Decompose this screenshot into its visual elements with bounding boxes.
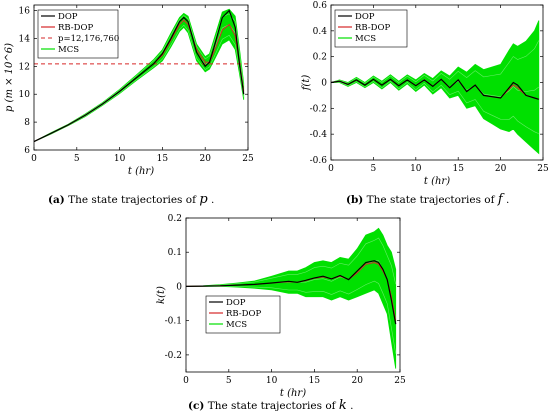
chart-a-xlabel: t (hr) [128,166,154,177]
chart-b-ytick-label: 0 [321,79,327,89]
chart-c-ytick-label: 0.2 [168,214,182,224]
caption-c-text: The state trajectories of [207,400,336,412]
chart-c-ytick-label: -0.2 [165,351,182,361]
caption-c-end: . [350,400,354,412]
caption-b: (b) The state trajectories of f . [346,192,509,207]
chart-c-ytick-label: 0.1 [168,248,182,258]
caption-b-text: The state trajectories of [366,194,495,206]
chart-c-ytick-label: -0.1 [165,317,182,327]
chart-a-xtick-label: 0 [31,154,37,164]
chart-b-ytick-label: -0.4 [310,130,328,140]
chart-c-legend-label: RB-DOP [226,309,261,319]
chart-c-series-dop-line [186,260,397,325]
chart-c-xlabel: t (hr) [280,388,306,399]
chart-a-xtick-label: 20 [199,154,211,164]
chart-a-legend-label: p=12,176,760 [58,34,119,44]
caption-c-symbol: k [338,398,347,413]
chart-c-legend-label: DOP [226,298,246,308]
chart-a-ytick-label: 8 [24,118,30,128]
caption-a-text: The state trajectories of [68,194,196,206]
caption-b-symbol: f [497,192,503,207]
caption-a-end: . [210,194,215,206]
chart-c-xtick-label: 5 [226,376,232,386]
chart-c-ytick-label: 0 [176,282,182,292]
caption-a-symbol: p [199,192,208,207]
chart-c-legend-label: MCS [226,320,247,330]
chart-b-ylabel: f(t) [301,75,312,92]
caption-a: (a) The state trajectories of p . [48,192,214,207]
chart-b-legend-label: MCS [355,34,376,44]
chart-a: 0 5 10 15 20 25 6 8 10 12 14 16 t (hr) p (m × 10^6) DO… [4,4,254,177]
chart-a-legend-label: RB-DOP [58,23,93,33]
chart-c-plot-area [186,227,397,369]
chart-a-series-dop-line [34,9,245,143]
chart-c-axes-box [185,217,401,373]
chart-a-ytick-label: 12 [19,62,30,72]
chart-b-xtick-label: 15 [452,164,464,174]
chart-b-ytick-label: 0.4 [313,27,328,37]
chart-b-series-mcs-sample-0 [331,80,539,134]
chart-a-series-mcs-sample-0 [34,24,244,142]
chart-a-ytick-label: 14 [19,34,31,44]
chart-b-xtick-label: 25 [537,164,549,174]
caption-b-label: (b) [346,194,364,206]
chart-a-axes-box [33,4,249,151]
chart-b-xtick-label: 5 [371,164,377,174]
chart-a-xtick-label: 25 [242,154,254,164]
chart-a-legend-label: DOP [58,12,78,22]
chart-a-xtick-label: 10 [114,154,126,164]
chart-b-xtick-label: 20 [495,164,507,174]
chart-c-xtick-label: 10 [266,376,278,386]
chart-c-xtick-label: 15 [309,376,321,386]
chart-c-xtick-label: 25 [394,376,406,386]
chart-a-ytick-label: 6 [24,146,30,156]
chart-a-xtick-label: 5 [74,154,80,164]
chart-c: 0 5 10 15 20 25 -0.2 -0.1 0 0.1 0.2 t (hr) k(t) DOPRB… [156,214,406,399]
chart-b-ytick-label: -0.6 [310,156,328,166]
chart-b-series-dop-line [331,78,539,100]
chart-c-series-mcs-sample-2 [186,237,396,287]
caption-a-label: (a) [48,194,65,206]
chart-b-xtick-label: 10 [410,164,422,174]
chart-b-ytick-label: 0.2 [313,53,327,63]
chart-a-ytick-label: 16 [19,7,31,17]
caption-c-label: (c) [188,400,205,412]
chart-b-legend-label: RB-DOP [355,23,390,33]
chart-b-ytick-label: -0.2 [310,104,327,114]
chart-b-series-mcs-sample-2 [331,40,540,84]
caption-c: (c) The state trajectories of k . [188,398,353,413]
chart-b-legend-label: DOP [355,12,375,22]
chart-a-ytick-label: 10 [19,90,31,100]
chart-b-plot-area [331,20,540,155]
chart-b-ytick-label: 0.6 [313,1,328,11]
chart-a-legend-box [37,9,119,59]
chart-b-xlabel: t (hr) [424,176,450,187]
chart-c-xtick-label: 0 [183,376,189,386]
chart-b-xtick-label: 0 [328,164,334,174]
chart-a-plot-area [34,8,248,143]
chart-a-series-mcs-sample-2 [34,13,244,142]
chart-c-ylabel: k(t) [156,286,167,304]
caption-b-end: . [506,194,510,206]
chart-a-xtick-label: 15 [157,154,169,164]
chart-a-ylabel: p (m × 10^6) [4,43,15,112]
chart-b: 0 5 10 15 20 25 -0.6 -0.4 -0.2 0 0.2 0.4 0.6 t (hr) f(… [301,1,549,187]
chart-c-xtick-label: 20 [351,376,363,386]
chart-a-legend-label: MCS [58,45,79,55]
chart-c-series-mcs-sample-0 [186,280,396,354]
